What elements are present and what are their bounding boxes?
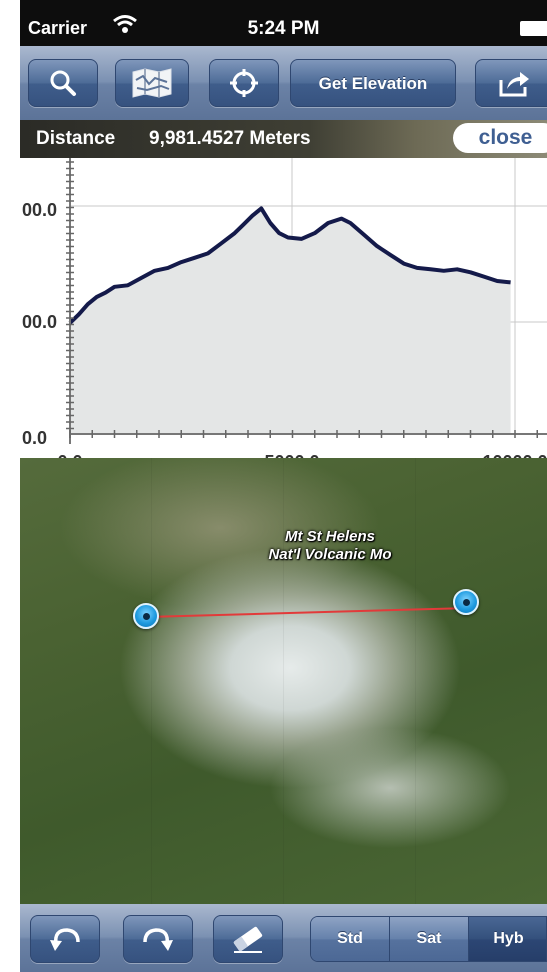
eraser-button[interactable] (213, 915, 283, 963)
search-button[interactable] (28, 59, 98, 107)
segment-sat[interactable]: Sat (390, 917, 468, 961)
x-tick-label: 10000.0 (482, 452, 547, 458)
phone-screen: Carrier 5:24 PM (20, 0, 547, 972)
locate-button[interactable] (209, 59, 279, 107)
eraser-icon (233, 926, 263, 953)
x-tick-label: 0.0 (57, 452, 82, 458)
distance-label: Distance (36, 128, 116, 149)
undo-button[interactable] (30, 915, 100, 963)
x-tick-labels: 0.0 5000.0 10000.0 (57, 452, 547, 458)
segment-hyb[interactable]: Hyb (469, 917, 546, 961)
map-tiles (20, 458, 547, 904)
crosshair-icon (230, 69, 258, 97)
end-pin[interactable] (453, 589, 479, 615)
segment-std[interactable]: Std (311, 917, 389, 961)
battery-icon (520, 21, 547, 36)
redo-icon (143, 928, 173, 951)
y-tick-label: 0.0 (22, 428, 47, 448)
map-place-label: Mt St Helens Nat'l Volcanic Mo (230, 528, 430, 564)
share-icon (499, 72, 529, 97)
share-button[interactable] (475, 59, 547, 107)
get-elevation-label: Get Elevation (318, 74, 428, 93)
y-tick-labels: 00.0 00.0 0.0 (22, 200, 57, 448)
map-label-line2: Nat'l Volcanic Mo (268, 546, 392, 563)
chart-axes (66, 158, 547, 444)
get-elevation-button[interactable]: Get Elevation (290, 59, 456, 107)
search-icon (50, 70, 76, 96)
map-label-line1: Mt St Helens (284, 528, 375, 545)
segment-divider (389, 917, 390, 961)
distance-value: 9,981.4527 Meters (149, 128, 311, 149)
elevation-line (68, 206, 511, 325)
status-bar: Carrier 5:24 PM (20, 0, 547, 46)
undo-icon (50, 928, 80, 951)
elevation-area-fill (70, 208, 511, 434)
map-type-segmented-control[interactable]: Std Sat Hyb (310, 916, 547, 962)
close-button[interactable]: close (453, 123, 547, 153)
map-button[interactable] (115, 59, 189, 107)
elevation-chart: 00.0 00.0 0.0 0.0 5000.0 10000.0 (20, 158, 547, 458)
redo-button[interactable] (123, 915, 193, 963)
bottom-toolbar: Std Sat Hyb (20, 904, 547, 972)
carrier-label: Carrier (28, 18, 88, 38)
satellite-map[interactable]: Mt St Helens Nat'l Volcanic Mo (20, 458, 547, 904)
y-tick-label: 00.0 (22, 312, 57, 332)
wifi-icon (112, 14, 138, 39)
distance-bar: Distance 9,981.4527 Meters close (20, 120, 547, 158)
clock: 5:24 PM (247, 18, 320, 39)
segment-divider (468, 917, 469, 961)
top-toolbar: Get Elevation (20, 46, 547, 120)
y-tick-label: 00.0 (22, 200, 57, 220)
x-tick-label: 5000.0 (264, 452, 319, 458)
elevation-chart-svg: 00.0 00.0 0.0 0.0 5000.0 10000.0 (22, 158, 547, 458)
map-icon (132, 68, 172, 98)
start-pin[interactable] (133, 603, 159, 629)
